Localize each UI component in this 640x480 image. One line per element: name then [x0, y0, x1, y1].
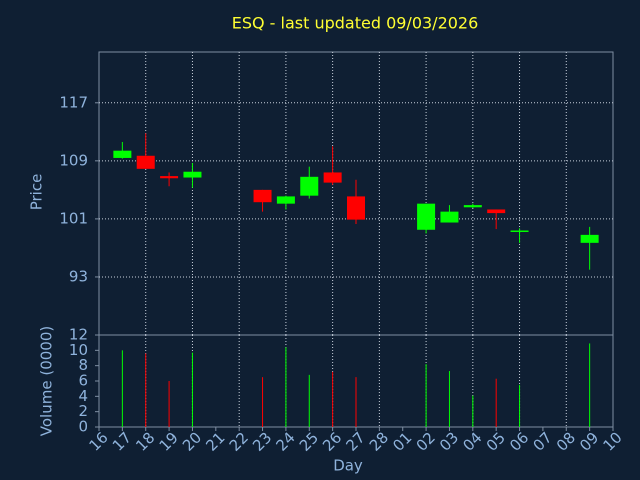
candle-body [510, 230, 529, 233]
candle-body [463, 205, 482, 208]
x-tick-label: 01 [389, 429, 415, 455]
x-tick-label: 03 [436, 429, 462, 455]
y-tick-label: 117 [59, 93, 88, 111]
x-tick-label: 17 [109, 429, 135, 455]
x-tick-label: 10 [600, 429, 626, 455]
x-tick-label: 16 [86, 429, 112, 455]
x-tick-label: 06 [506, 429, 532, 455]
y-axis-label: Price [28, 174, 46, 211]
x-tick-label: 09 [576, 429, 602, 455]
volume-tick-label: 12 [69, 326, 88, 344]
x-tick-label: 27 [343, 429, 369, 455]
candle-body [323, 172, 342, 183]
candle-body [113, 150, 132, 158]
candle-body [253, 189, 272, 203]
y-tick-label: 93 [69, 267, 88, 285]
x-tick-label: 08 [553, 429, 579, 455]
chart-title: ESQ - last updated 09/03/2026 [232, 14, 479, 33]
x-tick-label: 24 [272, 429, 298, 455]
candle-body [347, 196, 365, 220]
x-tick-label: 25 [296, 429, 322, 455]
candle-body [580, 234, 599, 243]
y-tick-label: 109 [59, 151, 88, 169]
x-tick-label: 23 [249, 429, 275, 455]
x-axis-label: Day [333, 457, 363, 475]
candle-body [417, 203, 436, 230]
x-tick-label: 20 [179, 429, 205, 455]
x-tick-label: 02 [413, 429, 439, 455]
candle-body [183, 171, 202, 178]
x-tick-label: 28 [366, 429, 392, 455]
volume-tick-label: 4 [78, 387, 88, 405]
x-tick-label: 18 [132, 429, 158, 455]
x-tick-label: 19 [156, 429, 182, 455]
y-tick-label: 101 [59, 209, 88, 227]
x-tick-label: 05 [483, 429, 509, 455]
x-tick-label: 04 [459, 429, 485, 455]
x-tick-label: 07 [529, 429, 555, 455]
candle-body [440, 211, 459, 223]
x-tick-label: 21 [202, 429, 228, 455]
x-tick-label: 26 [319, 429, 345, 455]
volume-tick-label: 2 [78, 402, 88, 420]
x-tick-label: 22 [226, 429, 252, 455]
candle-body [300, 176, 319, 196]
candle-body [136, 155, 155, 169]
candle-body [276, 196, 295, 204]
candle-body [160, 176, 179, 179]
volume-tick-label: 6 [78, 372, 88, 390]
volume-tick-label: 10 [69, 341, 88, 359]
volume-axis-label: Volume (0000) [38, 326, 56, 436]
candle-body [487, 209, 506, 214]
volume-tick-label: 8 [78, 356, 88, 374]
volume-tick-label: 0 [78, 418, 88, 436]
